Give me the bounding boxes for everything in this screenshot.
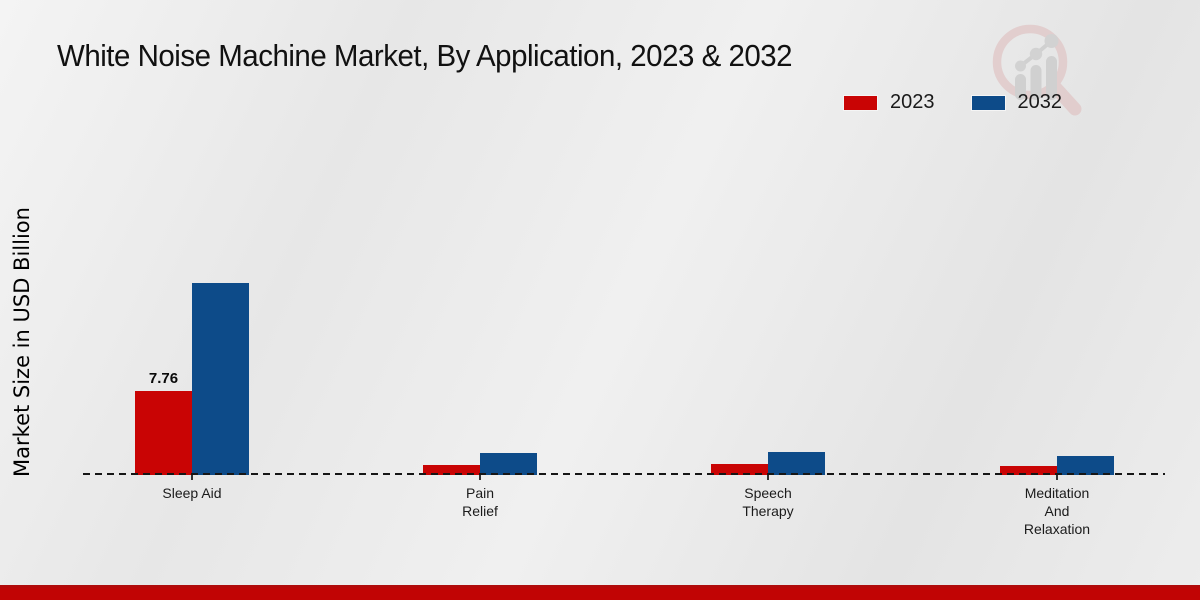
bar-value-label: 7.76 bbox=[148, 370, 179, 387]
x-axis-tick bbox=[191, 475, 193, 480]
legend-swatch-2032 bbox=[970, 94, 1006, 111]
magnifier-bar-chart-logo-icon bbox=[992, 24, 1082, 116]
legend: 2023 2032 bbox=[843, 91, 1062, 114]
bar-2032-sleep-aid bbox=[192, 283, 249, 475]
x-axis-tick bbox=[1056, 475, 1058, 480]
bar-2023-sleep-aid bbox=[135, 391, 192, 475]
bar-2023-meditation bbox=[1000, 466, 1057, 475]
bar-2023-speech bbox=[711, 464, 768, 475]
chart-title: White Noise Machine Market, By Applicati… bbox=[57, 38, 793, 73]
legend-swatch-2023 bbox=[843, 94, 878, 111]
bar-2032-meditation bbox=[1057, 456, 1114, 475]
x-axis-category-label: Meditation And Relaxation bbox=[1023, 485, 1091, 537]
x-axis-category-label: Pain Relief bbox=[462, 485, 498, 519]
legend-item-2023: 2023 bbox=[843, 91, 935, 114]
x-axis-tick bbox=[479, 475, 481, 480]
footer-accent-bar bbox=[0, 585, 1200, 600]
legend-item-2032: 2032 bbox=[970, 91, 1063, 114]
bar-2032-speech bbox=[768, 452, 825, 475]
legend-label-2023: 2023 bbox=[890, 91, 935, 113]
x-axis-tick bbox=[767, 475, 769, 480]
legend-label-2032: 2032 bbox=[1017, 91, 1063, 113]
bar-2023-pain bbox=[423, 465, 480, 475]
x-axis-category-label: Speech Therapy bbox=[742, 485, 794, 519]
x-axis-dashed-baseline bbox=[83, 473, 1165, 475]
x-axis-category-label: Sleep Aid bbox=[162, 485, 222, 501]
bar-2032-pain bbox=[480, 453, 537, 475]
